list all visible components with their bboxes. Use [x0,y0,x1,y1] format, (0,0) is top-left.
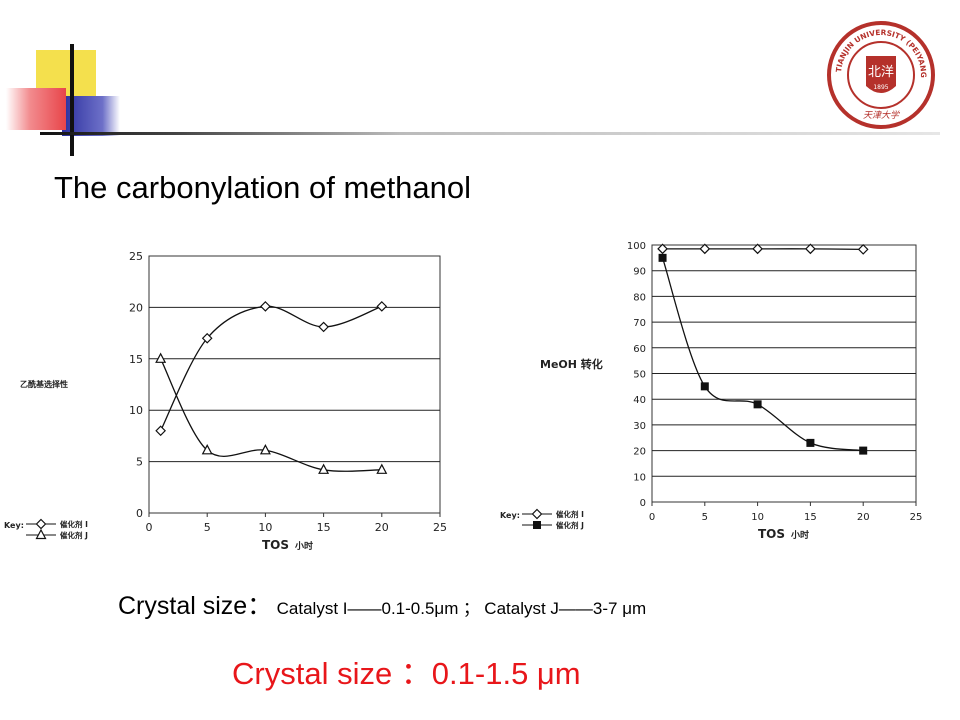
data-point-square [658,253,667,262]
legend-item-label: 催化剂 I [60,519,88,529]
y-tick-label: 60 [633,344,646,355]
legend-item-label: 催化剂 J [556,520,584,530]
x-tick-label: 15 [804,512,817,523]
series-line-2 [661,257,864,452]
x-tick-label: 5 [204,521,211,534]
x-axis-label: TOS 小时 [262,538,313,552]
series-line-2 [160,358,382,472]
y-tick-label: 20 [129,301,143,314]
y-tick-label: 10 [633,472,646,483]
deco-horizontal-line [40,132,940,135]
svg-text:1895: 1895 [873,84,888,91]
data-point-diamond [155,425,166,437]
x-tick-label: 5 [702,512,708,523]
x-tick-label: 20 [375,521,389,534]
plot-frame [148,255,441,514]
x-tick-label: 10 [258,521,272,534]
y-tick-label: 25 [129,250,143,263]
y-tick-label: 5 [136,456,143,469]
data-point-diamond [657,243,668,255]
data-point-triangle [201,444,213,455]
legend-key-label: Key: [500,511,520,520]
y-tick-label: 40 [633,395,646,406]
university-emblem-logo: TIANJIN UNIVERSITY (PEIYANG UNIVERSITY) … [826,20,935,129]
crystal-size-prefix: Crystal size： [118,592,273,620]
data-point-square [806,438,815,447]
deco-vertical-line [70,44,74,156]
catalyst-separator: ； [462,599,480,618]
x-tick-label: 25 [910,512,923,523]
y-tick-label: 20 [633,447,646,458]
legend-marker-square [533,521,541,529]
legend-marker-diamond [35,518,47,530]
data-point-square [859,446,868,455]
data-point-diamond [260,301,271,312]
y-axis-label: 乙酰基选择性 [20,379,68,389]
legend-item-label: 催化剂 I [556,509,584,519]
x-tick-label: 20 [857,512,870,523]
data-point-diamond [699,243,711,255]
y-tick-label: 50 [633,370,646,381]
data-point-triangle [376,463,388,474]
svg-text:天津大学: 天津大学 [863,110,900,121]
catalyst-j-size: Catalyst J——3-7 μm [484,599,647,618]
catalyst-i-size: Catalyst I——0.1-0.5μm [276,599,459,618]
y-tick-label: 70 [633,318,646,329]
data-point-triangle [259,444,271,455]
y-tick-label: 10 [129,404,143,417]
data-point-diamond [857,244,869,255]
y-tick-label: 0 [136,507,143,520]
x-tick-label: 0 [146,521,153,534]
data-point-diamond [805,243,816,255]
deco-red-block [6,88,66,130]
data-point-square [753,400,762,409]
x-tick-label: 0 [649,512,655,523]
svg-text:北洋: 北洋 [868,65,894,80]
y-tick-label: 90 [633,267,646,278]
data-point-diamond [752,243,763,255]
data-point-diamond [376,301,388,312]
y-tick-label: 15 [129,353,143,366]
data-point-diamond [201,332,213,344]
x-tick-label: 25 [433,521,447,534]
slide-title: The carbonylation of methanol [54,170,472,205]
crystal-size-catalyst-line: Crystal size： Catalyst I——0.1-0.5μm ； Ca… [118,586,646,622]
x-axis-label: TOS 小时 [758,527,809,541]
legend-item-label: 催化剂 J [60,530,88,540]
data-point-diamond [318,321,329,333]
legend-marker-triangle [35,528,47,540]
y-tick-label: 100 [627,241,646,252]
y-tick-label: 0 [640,498,646,509]
legend-marker-diamond [531,508,543,520]
crystal-size-highlight: Crystal size ：0.1-1.5 μm [232,656,581,691]
data-point-square [700,382,709,391]
data-point-triangle [318,463,330,474]
y-tick-label: 80 [633,292,646,303]
x-tick-label: 15 [317,521,331,534]
data-point-triangle [155,352,167,363]
x-tick-label: 10 [751,512,764,523]
y-tick-label: 30 [633,421,646,432]
y-axis-label: MeOH 转化 [540,357,603,371]
legend-key-label: Key: [4,521,24,530]
